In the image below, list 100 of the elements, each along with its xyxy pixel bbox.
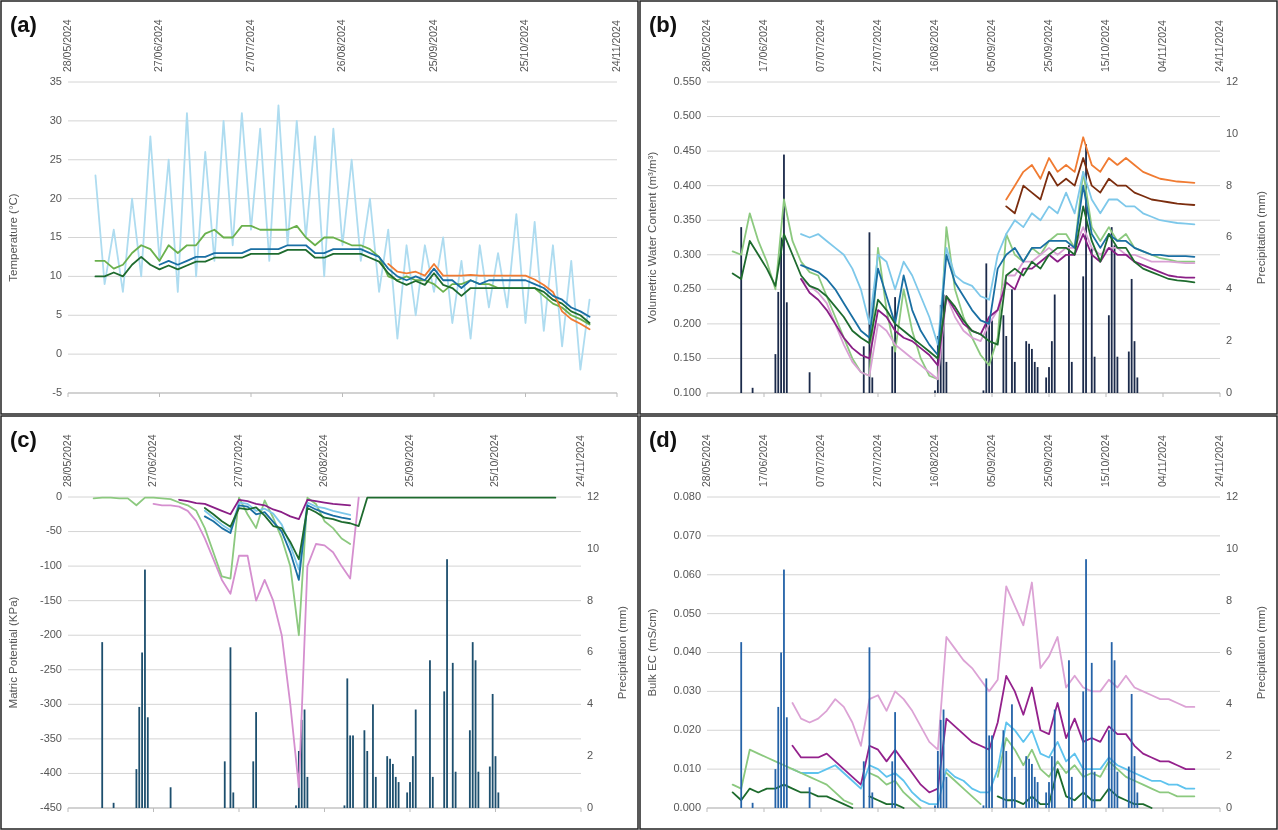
x-tick-label: 24/11/2024 xyxy=(609,20,622,72)
y-tick-label: 0.550 xyxy=(673,74,701,87)
x-tick-label: 27/06/2024 xyxy=(146,434,159,487)
y-tick-label: 0.000 xyxy=(673,800,701,813)
x-tick-label: 16/08/2024 xyxy=(927,19,940,72)
y-tick-label: -300 xyxy=(39,697,62,710)
y-tick-label: 0.450 xyxy=(673,144,701,157)
x-tick-label: 07/07/2024 xyxy=(813,19,826,72)
y-tick-label: 5 xyxy=(55,308,62,321)
y-tick-label: -450 xyxy=(39,800,62,813)
y-axis-title: Temperature (°C) xyxy=(7,193,20,282)
y2-tick-label: 6 xyxy=(1226,645,1233,658)
y2-tick-label: 0 xyxy=(1226,800,1233,813)
y2-tick-label: 8 xyxy=(587,593,594,606)
x-tick-label: 26/08/2024 xyxy=(335,19,348,72)
y2-axis-title: Precipitation (mm) xyxy=(1255,190,1268,285)
x-tick-label: 28/05/2024 xyxy=(699,434,712,487)
y-tick-label: 0 xyxy=(55,489,62,502)
x-tick-label: 24/11/2024 xyxy=(1212,20,1225,72)
y-axis-title: Matric Potential (KPa) xyxy=(7,596,20,709)
y2-tick-label: 6 xyxy=(587,645,594,658)
y-tick-label: 20 xyxy=(49,191,62,204)
x-tick-label: 25/09/2024 xyxy=(1041,434,1054,487)
y-tick-label: -400 xyxy=(39,766,62,779)
y2-tick-label: 0 xyxy=(1226,385,1233,398)
x-tick-label: 28/05/2024 xyxy=(699,19,712,72)
y-tick-label: 0.400 xyxy=(673,178,701,191)
y2-tick-label: 4 xyxy=(587,697,594,710)
x-tick-label: 27/06/2024 xyxy=(152,19,165,72)
y2-tick-label: 6 xyxy=(1226,230,1233,243)
y-tick-label: 0.250 xyxy=(673,282,701,295)
y2-tick-label: 10 xyxy=(1226,541,1239,554)
y-tick-label: -200 xyxy=(39,628,62,641)
x-tick-label: 27/07/2024 xyxy=(870,19,883,72)
y-axis-title: Volumetric Water Content (m³/m³) xyxy=(646,151,659,324)
x-tick-label: 25/09/2024 xyxy=(1041,19,1054,72)
y2-tick-label: 10 xyxy=(587,541,600,554)
chart-title: (b) xyxy=(649,12,678,37)
x-tick-label: 04/11/2024 xyxy=(1155,20,1168,72)
y-tick-label: 0 xyxy=(55,347,62,360)
y-tick-label: 0.060 xyxy=(673,567,701,580)
y-axis-title: Bulk EC (mS/cm) xyxy=(646,608,659,697)
y2-tick-label: 4 xyxy=(1226,697,1233,710)
y-tick-label: 30 xyxy=(49,113,62,126)
x-tick-label: 17/06/2024 xyxy=(756,19,769,72)
y-tick-label: -250 xyxy=(39,662,62,675)
y-tick-label: 0.040 xyxy=(673,645,701,658)
y-tick-label: 0.300 xyxy=(673,247,701,260)
y-tick-label: -150 xyxy=(39,593,62,606)
y-tick-label: -50 xyxy=(46,524,62,537)
y-tick-label: 0.030 xyxy=(673,684,701,697)
y2-tick-label: 0 xyxy=(587,800,594,813)
y2-tick-label: 8 xyxy=(1226,593,1233,606)
x-tick-label: 24/11/2024 xyxy=(1212,435,1225,487)
y2-axis-title: Precipitation (mm) xyxy=(616,605,629,700)
x-tick-label: 25/10/2024 xyxy=(488,434,501,487)
x-tick-label: 28/05/2024 xyxy=(60,19,73,72)
x-tick-label: 25/09/2024 xyxy=(402,434,415,487)
y2-tick-label: 4 xyxy=(1226,282,1233,295)
y-tick-label: 0.500 xyxy=(673,109,701,122)
x-tick-label: 25/10/2024 xyxy=(518,19,531,72)
y-tick-label: -5 xyxy=(52,385,62,398)
y2-tick-label: 12 xyxy=(587,489,600,502)
y2-tick-label: 8 xyxy=(1226,178,1233,191)
y-tick-label: 0.100 xyxy=(673,385,701,398)
x-tick-label: 17/06/2024 xyxy=(756,434,769,487)
y2-tick-label: 12 xyxy=(1226,489,1239,502)
x-tick-label: 05/09/2024 xyxy=(984,434,997,487)
y-tick-label: 0.080 xyxy=(673,489,701,502)
y-tick-label: 0.150 xyxy=(673,351,701,364)
y2-tick-label: 12 xyxy=(1226,74,1239,87)
y-tick-label: -100 xyxy=(39,559,62,572)
y-tick-label: 0.020 xyxy=(673,723,701,736)
x-tick-label: 07/07/2024 xyxy=(813,434,826,487)
y-tick-label: 35 xyxy=(49,74,62,87)
y-tick-label: 0.200 xyxy=(673,316,701,329)
x-tick-label: 28/05/2024 xyxy=(60,434,73,487)
y2-axis-title: Precipitation (mm) xyxy=(1255,605,1268,700)
y-tick-label: 25 xyxy=(49,152,62,165)
y-tick-label: 15 xyxy=(49,230,62,243)
x-tick-label: 25/09/2024 xyxy=(426,19,439,72)
x-tick-label: 27/07/2024 xyxy=(243,19,256,72)
y-tick-label: 10 xyxy=(49,269,62,282)
x-tick-label: 05/09/2024 xyxy=(984,19,997,72)
chart-title: (d) xyxy=(649,427,678,452)
y2-tick-label: 2 xyxy=(1226,334,1233,347)
y-tick-label: 0.050 xyxy=(673,606,701,619)
x-tick-label: 16/08/2024 xyxy=(927,434,940,487)
x-tick-label: 24/11/2024 xyxy=(573,435,586,487)
y-tick-label: 0.350 xyxy=(673,213,701,226)
y-tick-label: -350 xyxy=(39,731,62,744)
x-tick-label: 27/07/2024 xyxy=(231,434,244,487)
x-tick-label: 27/07/2024 xyxy=(870,434,883,487)
chart-title: (c) xyxy=(10,427,37,452)
y2-tick-label: 10 xyxy=(1226,126,1239,139)
x-tick-label: 26/08/2024 xyxy=(317,434,330,487)
x-tick-label: 15/10/2024 xyxy=(1098,434,1111,487)
x-tick-label: 04/11/2024 xyxy=(1155,435,1168,487)
x-tick-label: 15/10/2024 xyxy=(1098,19,1111,72)
y2-tick-label: 2 xyxy=(1226,749,1233,762)
